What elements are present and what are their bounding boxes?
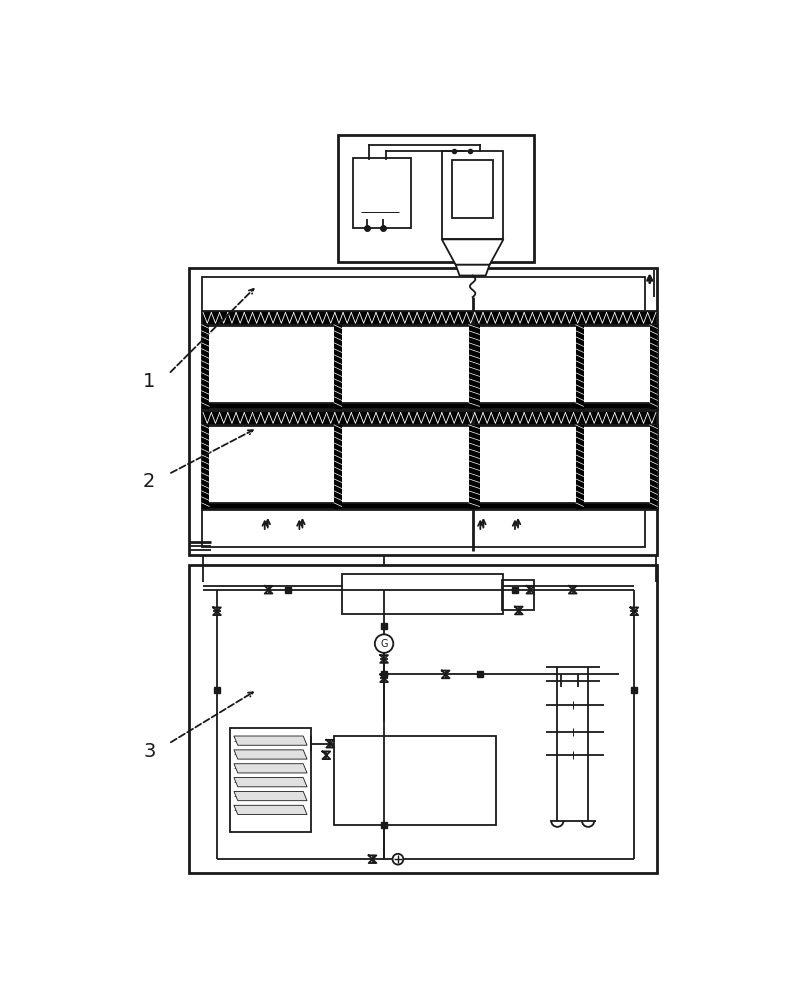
Bar xyxy=(189,268,658,555)
Bar xyxy=(650,325,658,409)
Polygon shape xyxy=(234,764,307,773)
Bar xyxy=(201,403,658,409)
Polygon shape xyxy=(234,736,307,745)
Polygon shape xyxy=(456,265,490,276)
Bar xyxy=(502,580,534,610)
Bar xyxy=(201,411,658,425)
Polygon shape xyxy=(442,239,503,265)
Polygon shape xyxy=(234,750,307,759)
Bar xyxy=(201,325,658,409)
Bar xyxy=(576,425,583,509)
Bar xyxy=(201,325,209,409)
Bar xyxy=(452,160,494,218)
Bar xyxy=(576,325,583,409)
Circle shape xyxy=(393,854,403,865)
Bar xyxy=(334,325,342,409)
Text: 3: 3 xyxy=(143,742,155,761)
Bar xyxy=(334,736,496,825)
Polygon shape xyxy=(234,778,307,787)
Bar xyxy=(230,728,311,832)
Text: G: G xyxy=(381,639,388,649)
Text: 2: 2 xyxy=(143,472,155,491)
Polygon shape xyxy=(234,805,307,815)
Polygon shape xyxy=(234,791,307,801)
Bar xyxy=(338,135,534,262)
Bar xyxy=(442,151,503,239)
Bar xyxy=(201,425,658,509)
Bar xyxy=(353,158,411,228)
Bar xyxy=(201,503,658,509)
Bar xyxy=(650,425,658,509)
Bar xyxy=(342,574,503,614)
Bar xyxy=(189,565,658,873)
Bar xyxy=(201,425,209,509)
Text: 1: 1 xyxy=(143,372,155,391)
Bar xyxy=(201,311,658,325)
Circle shape xyxy=(375,634,393,653)
Bar xyxy=(469,325,480,409)
Bar xyxy=(469,425,480,509)
Bar xyxy=(334,425,342,509)
Bar xyxy=(201,277,645,547)
